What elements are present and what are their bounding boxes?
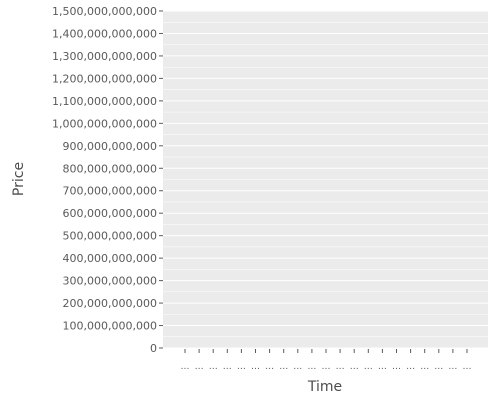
y-tick-label: 100,000,000,000 <box>63 320 157 333</box>
x-axis-title: Time <box>307 379 342 395</box>
x-tick-label: … <box>406 362 415 372</box>
x-tick-label: … <box>378 362 387 372</box>
y-tick-label: 1,400,000,000,000 <box>52 27 157 40</box>
y-tick-label: 1,100,000,000,000 <box>52 95 157 108</box>
gridlines <box>163 10 488 349</box>
y-tick-label: 800,000,000,000 <box>63 162 157 175</box>
y-tick-label: 1,500,000,000,000 <box>52 5 157 18</box>
y-tick-label: 500,000,000,000 <box>63 230 157 243</box>
x-tick-label: … <box>251 362 260 372</box>
x-tick-label: … <box>293 362 302 372</box>
y-tick-label: 900,000,000,000 <box>63 140 157 153</box>
x-tick-label: … <box>448 362 457 372</box>
x-tick-label: … <box>181 362 190 372</box>
x-tick-label: … <box>223 362 232 372</box>
x-tick-label: … <box>463 362 472 372</box>
x-tick-label: … <box>336 362 345 372</box>
x-tick-label: … <box>237 362 246 372</box>
y-tick-label: 1,300,000,000,000 <box>52 50 157 63</box>
x-tick-label: … <box>434 362 443 372</box>
y-axis-title: Price <box>11 162 27 196</box>
x-tick-label: … <box>265 362 274 372</box>
y-tick-label: 0 <box>150 342 157 355</box>
x-tick-label: … <box>307 362 316 372</box>
y-tick-label: 400,000,000,000 <box>63 252 157 265</box>
x-tick-label: … <box>322 362 331 372</box>
y-tick-label: 1,000,000,000,000 <box>52 117 157 130</box>
x-tick-label: … <box>364 362 373 372</box>
x-tick-label: … <box>279 362 288 372</box>
x-tick-label: … <box>392 362 401 372</box>
y-axis: 0 100,000,000,000 200,000,000,000 300,000,0… <box>52 5 163 355</box>
y-tick-label: 1,200,000,000,000 <box>52 72 157 85</box>
y-tick-label: 300,000,000,000 <box>63 275 157 288</box>
y-tick-label: 600,000,000,000 <box>63 207 157 220</box>
x-tick-label: … <box>420 362 429 372</box>
y-tick-label: 700,000,000,000 <box>63 185 157 198</box>
x-tick-label: … <box>209 362 218 372</box>
x-axis: … … … … … … … … … … … … … … … … … … … … … <box>181 349 472 372</box>
x-tick-label: … <box>350 362 359 372</box>
x-tick-label: … <box>195 362 204 372</box>
y-tick-label: 200,000,000,000 <box>63 297 157 310</box>
